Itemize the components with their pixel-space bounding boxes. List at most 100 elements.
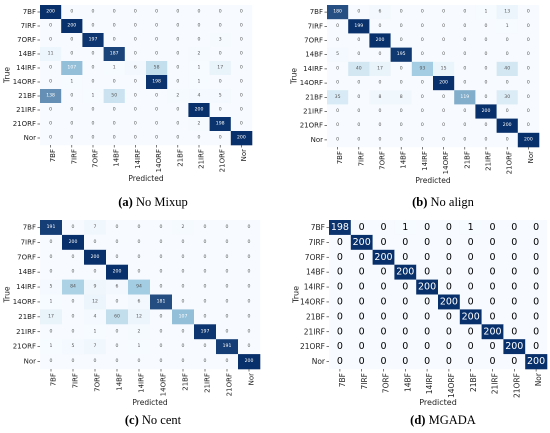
heatmap-cell xyxy=(481,324,504,340)
heatmap-cell xyxy=(103,117,126,132)
heatmap-cell xyxy=(40,294,63,310)
cell-value: 0 xyxy=(182,254,185,260)
heatmap-cell xyxy=(172,324,195,340)
y-tick-label: 7ORF xyxy=(17,36,36,44)
cell-value: 0 xyxy=(359,311,365,322)
heatmap-cell xyxy=(230,75,253,90)
heatmap-cell xyxy=(61,131,83,146)
heatmap-cell xyxy=(459,309,482,325)
heatmap-cell xyxy=(350,324,373,340)
heatmap-cell xyxy=(369,76,391,91)
cell-value: 0 xyxy=(506,51,509,57)
heatmap-cell xyxy=(238,220,261,236)
heatmap-cell xyxy=(438,309,461,325)
y-tick-label: 14IRF xyxy=(16,64,36,72)
cell-value: 0 xyxy=(134,23,137,29)
cell-value: 200 xyxy=(524,136,533,142)
heatmap-cell xyxy=(329,264,352,280)
cell-value: 0 xyxy=(357,122,360,128)
heatmap-cell xyxy=(438,324,461,340)
heatmap-cell xyxy=(525,339,548,355)
heatmap-cell xyxy=(128,249,151,265)
cell-value: 0 xyxy=(134,107,137,113)
cell-value: 0 xyxy=(511,252,517,263)
heatmap-cell xyxy=(517,5,540,20)
cell-value: 0 xyxy=(463,37,466,43)
cell-value: 94 xyxy=(136,284,142,290)
cell-value: 0 xyxy=(463,65,466,71)
y-tick-label: 7BF xyxy=(310,8,323,16)
cell-value: 0 xyxy=(485,80,488,86)
cell-value: 0 xyxy=(226,269,229,275)
caption-a: (a) No Mixup xyxy=(58,195,248,210)
cell-value: 0 xyxy=(70,93,73,99)
heatmap-cell xyxy=(525,324,548,340)
heatmap-cell xyxy=(194,324,217,340)
cell-value: 0 xyxy=(400,9,403,15)
cell-value: 0 xyxy=(489,296,495,307)
heatmap-cell xyxy=(433,76,455,91)
cell-value: 0 xyxy=(92,9,95,15)
heatmap-cell xyxy=(128,264,151,280)
heatmap-cell xyxy=(150,324,173,340)
cell-value: 0 xyxy=(134,135,137,141)
heatmap-cell xyxy=(82,117,104,132)
cell-value: 0 xyxy=(70,51,73,57)
y-tick-label: 7ORF xyxy=(17,253,36,261)
heatmap-cell xyxy=(327,76,349,91)
cell-value: 0 xyxy=(380,311,386,322)
cell-value: 197 xyxy=(89,37,98,43)
heatmap-cell xyxy=(106,324,129,340)
cell-value: 1 xyxy=(485,9,488,15)
heatmap-cell xyxy=(459,279,482,295)
heatmap-cell xyxy=(394,234,417,251)
heatmap-cell xyxy=(475,5,497,20)
cell-value: 0 xyxy=(357,94,360,100)
cell-value: 0 xyxy=(49,79,52,85)
y-tick-label: 21IRF xyxy=(16,106,36,114)
cell-value: 0 xyxy=(380,326,386,337)
cell-value: 0 xyxy=(511,267,517,278)
cell-value: 0 xyxy=(337,252,343,263)
heatmap-cell xyxy=(327,104,349,119)
cell-value: 0 xyxy=(336,108,339,114)
cell-value: 5 xyxy=(219,93,222,99)
cell-value: 0 xyxy=(155,135,158,141)
heatmap-cell xyxy=(146,47,168,62)
heatmap-cell xyxy=(329,354,352,370)
heatmap-cell xyxy=(194,294,217,310)
cell-value: 0 xyxy=(380,296,386,307)
cell-value: 35 xyxy=(335,94,341,100)
heatmap-cell xyxy=(146,117,168,132)
cell-value: 0 xyxy=(176,37,179,43)
cell-value: 200 xyxy=(195,107,204,113)
heatmap-cell xyxy=(238,309,261,325)
cell-value: 0 xyxy=(226,298,229,304)
heatmap-cell xyxy=(411,47,434,63)
cell-value: 0 xyxy=(446,326,452,337)
heatmap-cell xyxy=(167,33,189,48)
cell-value: 0 xyxy=(70,121,73,127)
heatmap-cell xyxy=(216,354,239,370)
cell-value: 0 xyxy=(134,37,137,43)
cell-value: 0 xyxy=(359,222,365,233)
cell-value: 0 xyxy=(380,237,386,248)
cell-value: 0 xyxy=(424,237,430,248)
heatmap-cell xyxy=(503,220,526,236)
heatmap-cell xyxy=(167,75,189,90)
heatmap-cell xyxy=(216,249,239,265)
heatmap-cell xyxy=(172,339,195,355)
heatmap-2: 180 0 6 0 0 0 0 1 13 0 0 199 0 0 0 0 0 0 1 0 0 0 200 0 0 0 0 0 0 0 5 0 0… xyxy=(290,5,540,185)
heatmap-cell xyxy=(188,47,210,62)
heatmap-cell xyxy=(454,33,476,48)
cell-value: 0 xyxy=(219,23,222,29)
cell-value: 0 xyxy=(70,9,73,15)
cell-value: 0 xyxy=(424,222,430,233)
cell-value: 0 xyxy=(240,79,243,85)
cell-value: 107 xyxy=(179,313,188,319)
cell-value: 0 xyxy=(442,51,445,57)
heatmap-cell xyxy=(517,90,540,105)
heatmap-cell xyxy=(40,47,62,62)
cell-value: 6 xyxy=(116,284,119,290)
cell-value: 7 xyxy=(94,343,97,349)
